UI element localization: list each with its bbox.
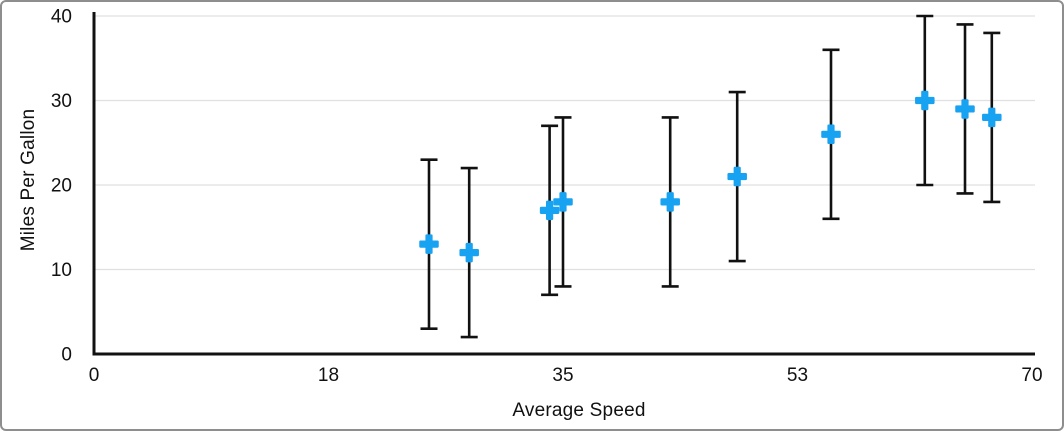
data-point-marker[interactable] <box>425 234 433 254</box>
x-tick-label: 70 <box>1021 365 1042 386</box>
data-point-marker[interactable] <box>465 242 473 263</box>
x-tick-label: 53 <box>787 365 808 386</box>
data-point-marker[interactable] <box>666 192 674 212</box>
y-axis-title: Miles Per Gallon <box>18 108 39 252</box>
y-tick-label: 40 <box>51 7 72 28</box>
x-axis-title: Average Speed <box>512 400 646 421</box>
data-point-marker[interactable] <box>546 200 554 221</box>
y-tick-label: 10 <box>51 260 72 281</box>
data-point-marker[interactable] <box>921 90 929 111</box>
x-tick-label: 18 <box>318 365 339 386</box>
y-tick-label: 20 <box>51 176 72 197</box>
x-tick-label: 35 <box>552 365 573 386</box>
data-point-marker[interactable] <box>988 107 996 128</box>
data-point-marker[interactable] <box>961 99 969 119</box>
y-tick-label: 30 <box>51 91 72 112</box>
data-point-marker[interactable] <box>827 124 835 145</box>
data-point-marker[interactable] <box>559 192 567 212</box>
x-tick-label: 0 <box>89 365 100 386</box>
y-tick-label: 0 <box>61 345 72 366</box>
data-point-marker[interactable] <box>733 166 741 187</box>
